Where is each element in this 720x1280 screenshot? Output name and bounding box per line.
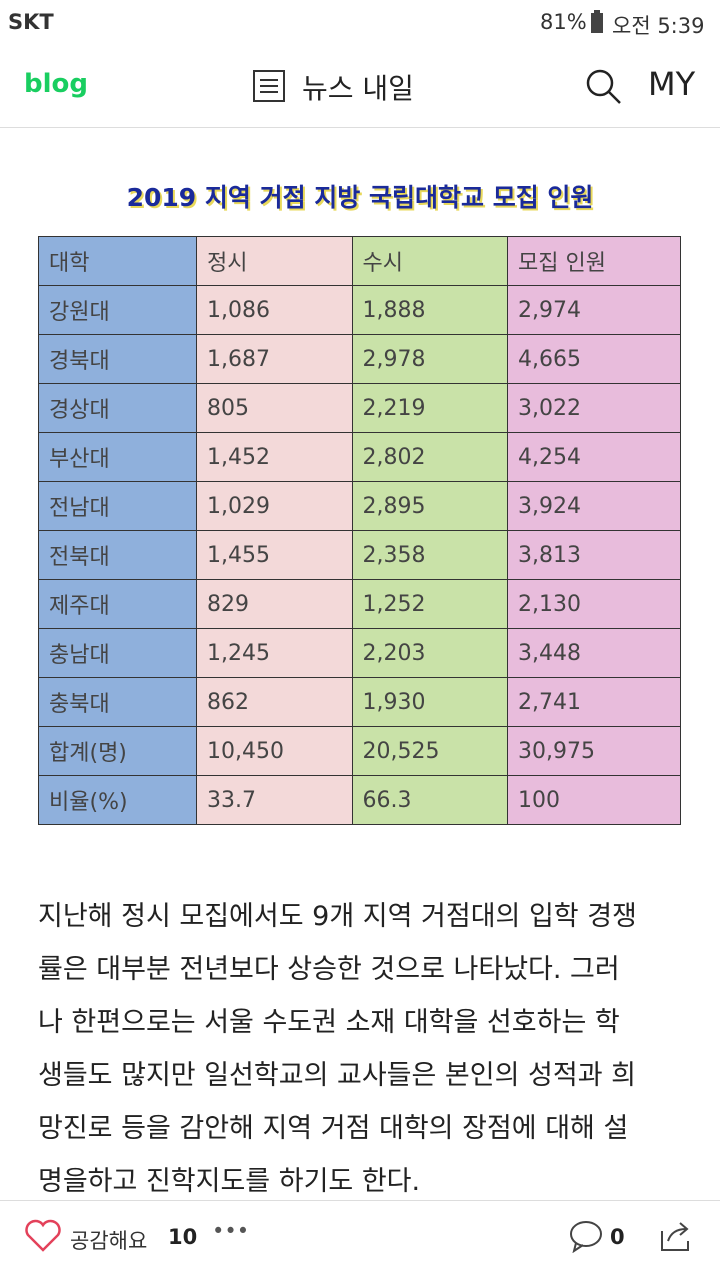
table-cell: 1,252 <box>351 579 509 629</box>
table-row: 전북대 1,455 2,358 3,813 <box>37 530 681 580</box>
table-cell: 3,448 <box>507 628 681 678</box>
carrier: SKT <box>8 10 54 34</box>
menu-icon[interactable] <box>252 69 286 103</box>
table-cell: 2,974 <box>507 285 681 335</box>
table-cell: 1,455 <box>196 530 353 580</box>
table-cell: 862 <box>196 677 353 727</box>
table-cell: 강원대 <box>37 285 198 335</box>
table-cell: 합계(명) <box>37 726 198 776</box>
table-row: 부산대 1,452 2,802 4,254 <box>37 432 681 482</box>
table-row: 충북대 862 1,930 2,741 <box>37 677 681 727</box>
paragraph-line: 망진로 등을 감안해 지역 거점 대학의 장점에 대해 설 <box>38 1113 629 1144</box>
paragraph-line: 나 한편으로는 서울 수도권 소재 대학을 선호하는 학 <box>38 1007 620 1038</box>
table-row: 합계(명) 10,450 20,525 30,975 <box>37 726 681 776</box>
table-cell: 1,687 <box>196 334 353 384</box>
table-cell: 제주대 <box>37 579 198 629</box>
comment-count: 0 <box>610 1225 625 1249</box>
paragraph-line: 률은 대부분 전년보다 상승한 것으로 나타났다. 그러 <box>38 954 620 985</box>
table-cell: 1,452 <box>196 432 353 482</box>
comment-icon[interactable] <box>568 1219 604 1253</box>
table-row: 충남대 1,245 2,203 3,448 <box>37 628 681 678</box>
table-cell: 33.7 <box>196 775 353 825</box>
table-cell: 3,813 <box>507 530 681 580</box>
table-cell: 1,930 <box>351 677 509 727</box>
table-cell: 2,219 <box>351 383 509 433</box>
status-bar: SKT 81% 오전 5:39 <box>0 0 720 45</box>
header-cell: 모집 인원 <box>507 236 681 286</box>
header-cell: 대학 <box>37 236 198 286</box>
table-cell: 전남대 <box>37 481 198 531</box>
table-cell: 3,022 <box>507 383 681 433</box>
table-cell: 2,895 <box>351 481 509 531</box>
table-cell: 비율(%) <box>37 775 198 825</box>
table-cell: 경북대 <box>37 334 198 384</box>
paragraph-line: 지난해 정시 모집에서도 9개 지역 거점대의 입학 경쟁 <box>38 901 637 932</box>
table-cell: 2,358 <box>351 530 509 580</box>
my-button[interactable]: MY <box>648 65 696 103</box>
data-table: 대학 정시 수시 모집 인원 강원대 1,086 1,888 2,974 경북대 1,687 2,9… <box>37 236 681 825</box>
battery: 81% <box>540 10 587 34</box>
table-title: 2019 지역 거점 지방 국립대학교 모집 인원 <box>126 183 594 212</box>
table-cell: 30,975 <box>507 726 681 776</box>
table-cell: 10,450 <box>196 726 353 776</box>
table-cell: 4,254 <box>507 432 681 482</box>
table-cell: 2,978 <box>351 334 509 384</box>
paragraph-line: 명을하고 진학지도를 하기도 한다. <box>38 1166 421 1197</box>
share-icon[interactable] <box>658 1219 694 1253</box>
table-cell: 66.3 <box>351 775 509 825</box>
like-count: 10 <box>168 1225 198 1249</box>
table-cell: 2,203 <box>351 628 509 678</box>
header-cell: 수시 <box>351 236 509 286</box>
app-header: blog 뉴스 내일 MY <box>0 45 720 128</box>
search-icon[interactable] <box>584 67 624 107</box>
battery-icon <box>591 10 603 33</box>
table-cell: 1,888 <box>351 285 509 335</box>
table-cell: 경상대 <box>37 383 198 433</box>
table-row: 전남대 1,029 2,895 3,924 <box>37 481 681 531</box>
table-cell: 전북대 <box>37 530 198 580</box>
bottom-bar: 공감해요 10 ••• 0 <box>0 1200 720 1280</box>
like-label[interactable]: 공감해요 <box>70 1229 148 1253</box>
table-row: 제주대 829 1,252 2,130 <box>37 579 681 629</box>
table-cell: 2,130 <box>507 579 681 629</box>
table-cell: 100 <box>507 775 681 825</box>
table-row: 경상대 805 2,219 3,022 <box>37 383 681 433</box>
table-cell: 829 <box>196 579 353 629</box>
header-cell: 정시 <box>196 236 353 286</box>
blog-title[interactable]: 뉴스 내일 <box>302 72 414 105</box>
table-row: 경북대 1,687 2,978 4,665 <box>37 334 681 384</box>
table-row: 강원대 1,086 1,888 2,974 <box>37 285 681 335</box>
table-cell: 4,665 <box>507 334 681 384</box>
table-row: 비율(%) 33.7 66.3 100 <box>37 775 681 825</box>
heart-icon[interactable] <box>24 1219 62 1253</box>
table-cell: 충남대 <box>37 628 198 678</box>
table-cell: 2,802 <box>351 432 509 482</box>
table-cell: 805 <box>196 383 353 433</box>
paragraph-line: 생들도 많지만 일선학교의 교사들은 본인의 성적과 희 <box>38 1060 636 1091</box>
table-cell: 20,525 <box>351 726 509 776</box>
table-cell: 부산대 <box>37 432 198 482</box>
clock: 오전 5:39 <box>612 14 705 38</box>
table-cell: 충북대 <box>37 677 198 727</box>
table-cell: 1,245 <box>196 628 353 678</box>
table-cell: 3,924 <box>507 481 681 531</box>
header-row: 대학 정시 수시 모집 인원 <box>37 236 681 286</box>
table-cell: 1,086 <box>196 285 353 335</box>
logo[interactable]: blog <box>24 69 88 99</box>
more-icon[interactable]: ••• <box>212 1219 250 1243</box>
table-cell: 2,741 <box>507 677 681 727</box>
table-cell: 1,029 <box>196 481 353 531</box>
